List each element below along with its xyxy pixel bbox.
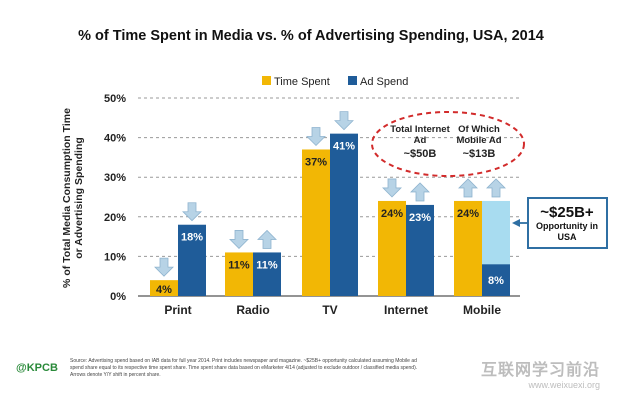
y-tick-label: 30% (104, 172, 126, 184)
internet-ad-title: Total Internet Ad (390, 124, 450, 146)
data-label: 41% (333, 141, 355, 153)
y-axis-label-group: % of Total Media Consumption Time or Adve… (61, 108, 85, 288)
y-tick-label: 40% (104, 133, 126, 145)
watermark-url: www.weixuexi.org (528, 380, 600, 390)
data-label: 11% (228, 259, 250, 271)
legend-label: Time Spent (274, 76, 330, 88)
data-label: 23% (409, 212, 431, 224)
bar-ad-spend (253, 252, 281, 296)
down-arrow-icon (154, 257, 174, 277)
bar-time-spent (150, 280, 178, 296)
data-label: 4% (156, 284, 172, 296)
data-label: 24% (457, 208, 479, 220)
y-tick-label: 10% (104, 251, 126, 263)
bar-time-spent (454, 200, 482, 296)
bar-ad-spend (406, 204, 434, 296)
legend-label: Ad Spend (360, 76, 408, 88)
x-tick-label: Print (164, 303, 191, 317)
data-label: 37% (305, 156, 327, 168)
up-arrow-icon (458, 178, 478, 198)
bar-time-spent (378, 200, 406, 296)
down-arrow-icon (182, 202, 202, 222)
internet-ad-value: ~$50B (403, 148, 437, 160)
data-label: 18% (181, 232, 203, 244)
bar-ad-spend (178, 224, 206, 296)
y-axis-label-line1: % of Total Media Consumption Time (61, 108, 73, 288)
kpcb-logo: @KPCB (16, 362, 58, 374)
opportunity-label: Opportunity in USA (536, 221, 598, 242)
callout-ellipse (371, 111, 525, 177)
x-tick-label: Radio (236, 303, 269, 317)
x-tick-label: TV (322, 303, 337, 317)
down-arrow-icon (334, 111, 354, 131)
x-tick-label: Mobile (463, 303, 501, 317)
data-label: 8% (488, 275, 504, 287)
y-tick-label: 50% (104, 93, 126, 105)
down-arrow-icon (306, 127, 326, 147)
legend-swatch-time-spent (262, 76, 271, 85)
bar-time-spent (302, 149, 330, 296)
up-arrow-icon (486, 178, 506, 198)
opportunity-box: ~$25B+ Opportunity in USA (527, 204, 607, 243)
dashed-ellipse (371, 111, 525, 177)
data-label: 11% (256, 259, 278, 271)
opportunity-amount: ~$25B+ (540, 204, 594, 221)
down-arrow-icon (229, 230, 249, 250)
x-tick-label: Internet (384, 303, 428, 317)
y-tick-label: 0% (110, 291, 126, 303)
chart-title: % of Time Spent in Media vs. % of Advert… (78, 28, 544, 44)
bar-ad-spend (482, 264, 510, 296)
bar-ad-spend (330, 133, 358, 296)
source-note: Source: Advertising spend based on IAB d… (70, 358, 418, 378)
opportunity-annotation (512, 197, 608, 249)
watermark-text: 互联网学习前沿 (480, 362, 600, 379)
up-arrow-icon (257, 229, 277, 249)
bars: 4% 18% 11% 11% 37% 41% 24% 23% 24% 8% (150, 133, 510, 296)
down-arrow-icon (382, 178, 402, 198)
legend-swatch-ad-spend (348, 76, 357, 85)
legend: Time Spent Ad Spend (262, 76, 408, 88)
shift-arrows (154, 111, 506, 277)
mobile-ad-title: Of Which Mobile Ad (456, 124, 502, 146)
opportunity-pointer-arrow-icon (512, 219, 520, 227)
watermark: 互联网学习前沿 www.weixuexi.org (481, 356, 600, 390)
bar-time-spent (225, 252, 253, 296)
data-label: 24% (381, 208, 403, 220)
mobile-ad-value: ~$13B (462, 148, 496, 160)
x-axis: Print Radio TV Internet Mobile (164, 303, 501, 317)
opportunity-box-border (527, 197, 608, 249)
y-axis-label-line2: or Advertising Spending (73, 137, 85, 259)
up-arrow-icon (410, 182, 430, 202)
mobile-ad-callout: Of Which Mobile Ad ~$13B (449, 124, 509, 160)
internet-ad-callout: Total Internet Ad ~$50B (388, 124, 452, 160)
y-tick-label: 20% (104, 212, 126, 224)
